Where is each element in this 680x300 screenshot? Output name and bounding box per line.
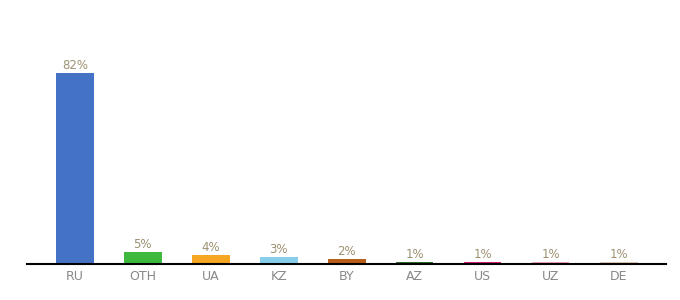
Text: 1%: 1% — [609, 248, 628, 260]
Bar — [328, 259, 366, 264]
Text: 2%: 2% — [337, 245, 356, 258]
Text: 5%: 5% — [133, 238, 152, 251]
Text: 4%: 4% — [201, 241, 220, 254]
Bar — [600, 262, 638, 264]
Bar — [192, 255, 230, 264]
Text: 1%: 1% — [541, 248, 560, 260]
Bar — [532, 262, 569, 264]
Bar — [464, 262, 501, 264]
Bar — [56, 73, 94, 264]
Text: 82%: 82% — [62, 59, 88, 72]
Bar — [396, 262, 434, 264]
Bar — [124, 252, 162, 264]
Text: 3%: 3% — [269, 243, 288, 256]
Text: 1%: 1% — [405, 248, 424, 260]
Text: 1%: 1% — [473, 248, 492, 260]
Bar — [260, 257, 298, 264]
